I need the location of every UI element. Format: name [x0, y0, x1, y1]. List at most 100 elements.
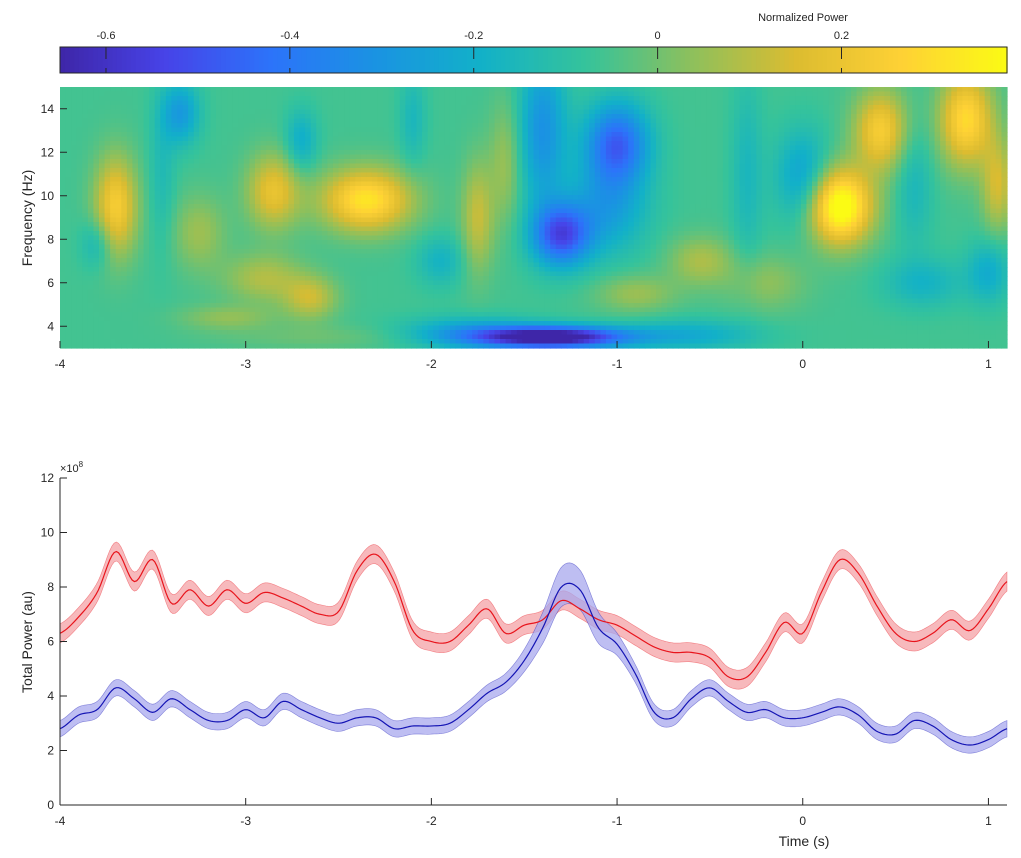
heatmap-cell	[862, 109, 869, 115]
heatmap-cell	[912, 195, 919, 201]
heatmap-cell	[282, 145, 289, 151]
heatmap-cell	[650, 163, 657, 169]
heatmap-cell	[461, 136, 468, 142]
heatmap-cell	[1001, 118, 1008, 124]
heatmap-cell	[929, 127, 936, 133]
heatmap-cell	[305, 150, 312, 156]
heatmap-cell	[856, 163, 863, 169]
heatmap-cell	[761, 177, 769, 183]
heatmap-cell	[539, 190, 546, 196]
heatmap-cell	[461, 195, 468, 201]
heatmap-cell	[238, 145, 245, 151]
heatmap-cell	[449, 100, 457, 106]
heatmap-cell	[756, 123, 763, 129]
heatmap-cell	[176, 186, 184, 192]
heatmap-cell	[678, 195, 685, 201]
heatmap-cell	[667, 186, 674, 192]
heatmap-cell	[812, 105, 819, 111]
heatmap-cell	[566, 114, 574, 120]
heatmap-cell	[600, 145, 607, 151]
heatmap-cell	[433, 177, 440, 183]
heatmap-cell	[683, 127, 691, 133]
heatmap-cell	[171, 159, 178, 165]
heatmap-cell	[466, 141, 473, 147]
heatmap-cell	[995, 96, 1003, 102]
heatmap-cell	[98, 96, 106, 102]
heatmap-cell	[722, 127, 730, 133]
heatmap-cell	[477, 204, 484, 210]
heatmap-cell	[394, 154, 401, 160]
heatmap-cell	[143, 141, 150, 147]
heatmap-cell	[338, 208, 345, 214]
heatmap-cell	[149, 168, 156, 174]
heatmap-cell	[667, 172, 674, 178]
heatmap-cell	[260, 208, 267, 214]
heatmap-cell	[851, 190, 858, 196]
heatmap-cell	[132, 145, 139, 151]
heatmap-cell	[243, 96, 250, 102]
heatmap-cell	[344, 204, 351, 210]
heatmap-cell	[422, 181, 429, 187]
heatmap-cell	[366, 195, 373, 201]
heatmap-cell	[873, 150, 880, 156]
heatmap-cell	[483, 132, 490, 138]
heatmap-cell	[901, 186, 908, 192]
heatmap-cell	[784, 168, 791, 174]
heatmap-cell	[867, 87, 874, 93]
heatmap-cell	[310, 163, 317, 169]
colorbar-cell	[831, 47, 838, 73]
heatmap-cell	[834, 163, 841, 169]
heatmap-cell	[990, 159, 997, 165]
heatmap-cell	[160, 114, 167, 120]
heatmap-cell	[344, 181, 351, 187]
heatmap-cell	[929, 91, 936, 97]
heatmap-cell	[873, 172, 880, 178]
heatmap-cell	[143, 150, 150, 156]
heatmap-cell	[416, 195, 423, 201]
heatmap-cell	[98, 105, 106, 111]
heatmap-cell	[934, 96, 941, 102]
heatmap-cell	[444, 87, 451, 93]
heatmap-cell	[321, 109, 328, 115]
heatmap-cell	[422, 100, 429, 106]
heatmap-cell	[477, 190, 484, 196]
heatmap-cell	[667, 208, 674, 214]
colorbar-cell	[822, 47, 828, 73]
heatmap-cell	[327, 132, 334, 138]
heatmap-cell	[834, 132, 841, 138]
heatmap-cell	[672, 127, 679, 133]
heatmap-cell	[199, 199, 206, 205]
heatmap-cell	[299, 204, 306, 210]
heatmap-cell	[338, 177, 345, 183]
heatmap-cell	[572, 204, 579, 210]
heatmap-cell	[628, 154, 635, 160]
heatmap-cell	[856, 136, 863, 142]
heatmap-cell	[973, 105, 980, 111]
heatmap-cell	[728, 109, 735, 115]
heatmap-cell	[199, 190, 206, 196]
heatmap-cell	[165, 168, 173, 174]
heatmap-cell	[461, 163, 468, 169]
heatmap-cell	[199, 123, 206, 129]
heatmap-cell	[555, 168, 562, 174]
heatmap-cell	[137, 168, 145, 174]
heatmap-cell	[488, 172, 496, 178]
heatmap-cell	[745, 177, 752, 183]
heatmap-cell	[745, 109, 752, 115]
heatmap-cell	[305, 168, 312, 174]
heatmap-cell	[126, 145, 134, 151]
heatmap-cell	[394, 181, 401, 187]
heatmap-cell	[555, 154, 562, 160]
heatmap-cell	[717, 186, 724, 192]
heatmap-cell	[572, 159, 579, 165]
heatmap-cell	[227, 109, 234, 115]
colorbar-cell	[827, 47, 833, 73]
heatmap-cell	[483, 109, 490, 115]
heatmap-cell	[449, 96, 457, 102]
heatmap-cell	[644, 190, 652, 196]
heatmap-cell	[511, 118, 518, 124]
heatmap-cell	[215, 172, 223, 178]
heatmap-cell	[121, 199, 128, 205]
colorbar-cell	[353, 47, 360, 73]
heatmap-cell	[561, 204, 568, 210]
